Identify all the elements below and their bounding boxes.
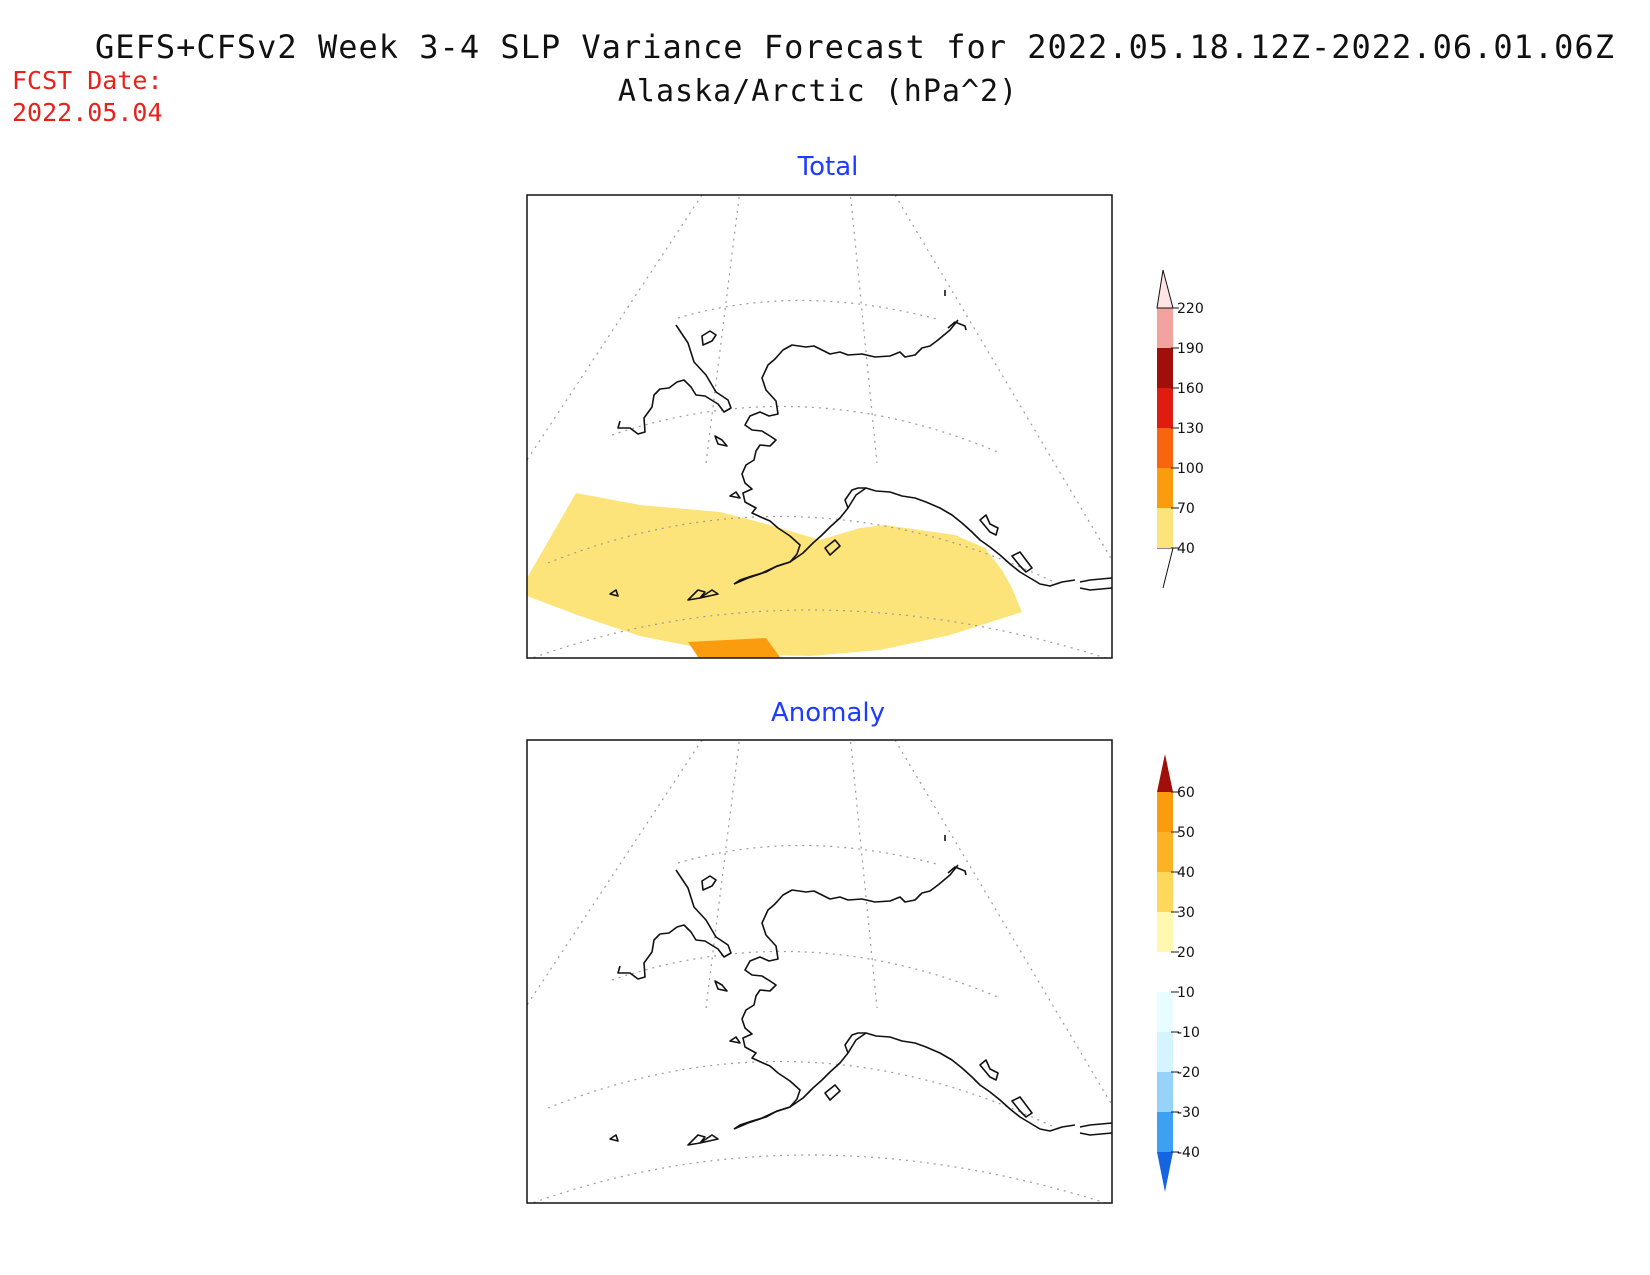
colorbar-box <box>1157 792 1173 832</box>
colorbar-label: 70 <box>1177 501 1195 517</box>
colorbar-box <box>1157 468 1173 508</box>
colorbar-label: 50 <box>1177 825 1195 841</box>
colorbar-total: 40 70 100 130 160 190 220 <box>1156 269 1204 589</box>
colorbar-label: 40 <box>1177 541 1195 557</box>
colorbar-label: -40 <box>1177 1145 1200 1161</box>
subtitle: Alaska/Arctic (hPa^2) <box>617 74 1019 109</box>
colorbar-label: 220 <box>1177 301 1204 317</box>
colorbar-box <box>1157 1072 1173 1112</box>
colorbar-box <box>1157 428 1173 468</box>
colorbar-label: 190 <box>1177 341 1204 357</box>
colorbar-box <box>1157 992 1173 1032</box>
colorbar-tail <box>1157 547 1174 589</box>
panel-title-anomaly: Anomaly <box>770 698 886 728</box>
colorbar-box <box>1157 308 1173 348</box>
colorbar-box <box>1157 912 1173 952</box>
colorbar-bottom-arrow <box>1157 1152 1173 1192</box>
colorbar-box <box>1157 1032 1173 1072</box>
colorbar-label: -20 <box>1177 1065 1200 1081</box>
fcst-date-label: FCST Date: <box>12 66 163 95</box>
colorbar-box <box>1157 1112 1173 1152</box>
total-map <box>527 195 1112 658</box>
total-map-frame <box>526 194 1113 659</box>
colorbar-label: 30 <box>1177 905 1195 921</box>
main-title: GEFS+CFSv2 Week 3-4 SLP Variance Forecas… <box>95 28 1615 66</box>
fcst-date-value: 2022.05.04 <box>12 98 163 127</box>
colorbar-label: 20 <box>1177 945 1195 961</box>
colorbar-label: 60 <box>1177 785 1195 801</box>
colorbar-box <box>1157 872 1173 912</box>
shade-70-100 <box>688 638 781 658</box>
colorbar-box <box>1157 508 1173 548</box>
colorbar-label: 40 <box>1177 865 1195 881</box>
colorbar-label: 100 <box>1177 461 1204 477</box>
panel-title-total: Total <box>797 152 859 182</box>
colorbar-anomaly: -40 -30 -20 -10 10 20 30 40 50 60 <box>1157 754 1200 1192</box>
colorbar-box <box>1157 832 1173 872</box>
colorbar-box <box>1157 388 1173 428</box>
colorbar-label: -10 <box>1177 1025 1200 1041</box>
anomaly-map-frame <box>526 739 1113 1204</box>
colorbar-label: 160 <box>1177 381 1204 397</box>
colorbar-top-arrow <box>1156 269 1174 309</box>
anomaly-map <box>527 740 1112 1203</box>
shade-40-70 <box>527 493 1022 656</box>
colorbar-box <box>1157 952 1173 992</box>
colorbar-box <box>1157 348 1173 388</box>
colorbar-label: 10 <box>1177 985 1195 1001</box>
colorbar-label: -30 <box>1177 1105 1200 1121</box>
colorbar-top-arrow <box>1157 754 1173 792</box>
colorbar-label: 130 <box>1177 421 1204 437</box>
